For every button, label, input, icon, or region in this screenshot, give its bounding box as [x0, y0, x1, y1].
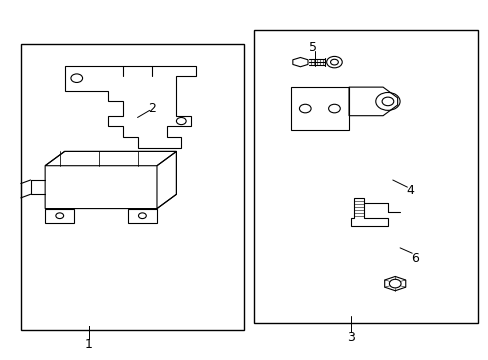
Text: 5: 5 — [308, 41, 316, 54]
Text: 3: 3 — [347, 331, 355, 344]
Text: 4: 4 — [405, 184, 413, 197]
Text: 2: 2 — [148, 102, 156, 115]
Text: 6: 6 — [410, 252, 418, 265]
Text: 1: 1 — [85, 338, 93, 351]
